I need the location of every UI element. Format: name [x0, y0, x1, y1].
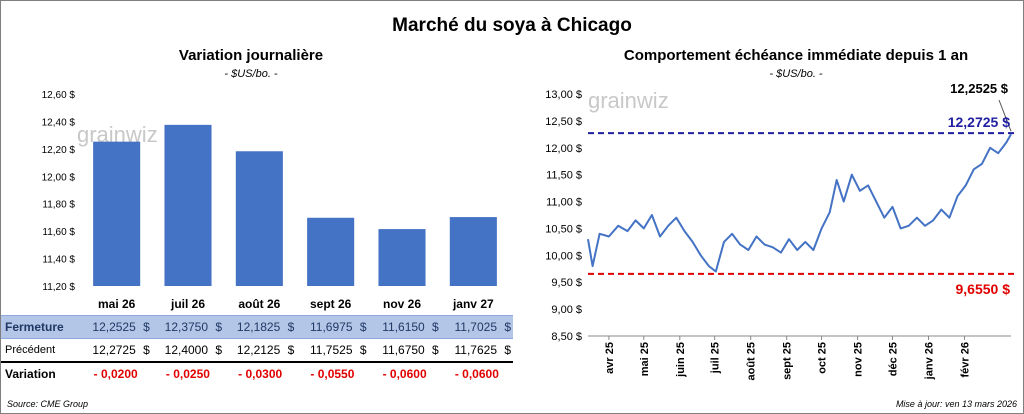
update-note: Mise à jour: ven 13 mars 2026	[895, 399, 1017, 409]
y-tick-label: 8,50 $	[551, 331, 582, 343]
variation-cell: - 0,0600	[382, 367, 427, 381]
x-tick-label: juin 25	[675, 342, 687, 378]
previous-row-label: Précédent	[1, 338, 80, 363]
x-tick-label: août 25	[746, 342, 758, 381]
x-tick-label: déc 25	[887, 342, 899, 376]
y-tick-label: 12,40 $	[42, 117, 76, 128]
y-tick-label: 11,60 $	[42, 227, 75, 238]
bar-chart-unit: - $US/bo. -	[224, 68, 278, 80]
x-tick-label: sept 26	[310, 297, 352, 311]
previous-cell: 11,7625	[454, 343, 498, 357]
previous-cell: 12,4000	[164, 343, 209, 357]
currency: $	[504, 320, 511, 334]
source-note: Source: CME Group	[7, 399, 89, 409]
bar	[449, 217, 497, 286]
bar	[235, 151, 283, 286]
y-tick-label: 12,00 $	[545, 143, 582, 155]
bar-chart-title: Variation journalière	[178, 47, 324, 64]
currency: $	[432, 343, 439, 357]
x-tick-label: nov 26	[383, 297, 421, 311]
y-tick-label: 13,00 $	[545, 89, 582, 101]
currency: $	[359, 343, 367, 357]
watermark: grainwiz	[588, 88, 669, 113]
price-line	[587, 133, 1012, 273]
x-tick-label: nov 25	[853, 342, 865, 377]
bar	[307, 217, 355, 286]
variation-cell: - 0,0200	[93, 367, 138, 381]
currency: $	[143, 343, 150, 357]
x-tick-label: avr 25	[604, 342, 616, 374]
y-tick-label: 11,00 $	[546, 197, 582, 209]
line-chart-title: Comportement échéance immédiate depuis 1…	[623, 47, 969, 64]
line-chart-unit: - $US/bo. -	[769, 68, 823, 80]
x-tick-label: juil 25	[710, 342, 722, 374]
currency: $	[215, 320, 223, 334]
x-tick-label: août 26	[238, 297, 280, 311]
min-value-label: 9,6550 $	[956, 281, 1011, 297]
close-cell: 11,6150	[382, 320, 425, 334]
variation-cell: - 0,0250	[165, 367, 210, 381]
currency: $	[287, 320, 295, 334]
variation-cell: - 0,0550	[310, 367, 355, 381]
y-tick-label: 11,80 $	[42, 200, 75, 211]
bar	[378, 229, 426, 286]
max-value-label: 12,2725 $	[948, 114, 1010, 130]
bar	[93, 141, 141, 286]
x-tick-label: févr 26	[960, 342, 972, 377]
x-tick-label: oct 25	[817, 342, 829, 374]
variation-cell: - 0,0300	[238, 367, 283, 381]
close-row-label: Fermeture	[1, 315, 80, 339]
previous-cell: 11,6750	[382, 343, 425, 357]
previous-cell: 12,2125	[236, 343, 281, 357]
variation-row-label: Variation	[5, 367, 56, 381]
previous-cell: 11,7525	[310, 343, 353, 357]
y-tick-label: 12,20 $	[42, 145, 76, 156]
variation-cell: - 0,0600	[454, 367, 499, 381]
x-tick-label: janv 27	[452, 297, 494, 311]
table-row-close: Fermeture 12,2525 $ 12,3750 $ 12,1825 $ 11,…	[1, 315, 513, 339]
line-chart: grainwiz 8,50 $ 9,00 $ 9,50 $ 10,00 $ 10,50 …	[545, 81, 1016, 381]
close-cell: 12,1825	[236, 320, 281, 334]
y-tick-label: 11,40 $	[42, 255, 75, 266]
currency: $	[143, 320, 150, 334]
last-value-label: 12,2525 $	[950, 81, 1009, 96]
close-cell: 11,7025	[454, 320, 498, 334]
last-value-leader	[998, 99, 1012, 132]
currency: $	[359, 320, 367, 334]
close-cell: 12,2525	[92, 320, 136, 334]
currency: $	[504, 343, 511, 357]
table-row-previous: Précédent 12,2725 $ 12,4000 $ 12,2125 $ 11,…	[1, 338, 513, 363]
close-cell: 11,6975	[310, 320, 353, 334]
y-tick-label: 12,00 $	[42, 172, 76, 183]
bar	[164, 124, 212, 286]
price-table: Fermeture 12,2525 $ 12,3750 $ 12,1825 $ 11,…	[1, 315, 513, 385]
close-cell: 12,3750	[164, 320, 209, 334]
previous-cell: 12,2725	[92, 343, 136, 357]
y-tick-label: 11,20 $	[42, 282, 75, 293]
x-tick-label: janv 26	[923, 342, 935, 380]
bar-chart: grainwiz 11,20 $11,40 $11,60 $11,80 $12,…	[42, 90, 497, 311]
currency: $	[215, 343, 223, 357]
table-row-variation: Variation - 0,0200 - 0,0250 - 0,0300 - 0…	[1, 362, 513, 385]
x-tick-label: mai 25	[639, 342, 651, 376]
y-tick-label: 10,50 $	[545, 223, 582, 235]
x-tick-label: juil 26	[170, 297, 205, 311]
y-tick-label: 12,50 $	[545, 116, 582, 128]
x-tick-label: mai 26	[98, 297, 136, 311]
y-tick-label: 11,50 $	[546, 170, 582, 182]
y-tick-label: 9,00 $	[551, 304, 582, 316]
x-tick-label: sept 25	[782, 342, 794, 380]
currency: $	[432, 320, 439, 334]
y-tick-label: 10,00 $	[545, 250, 582, 262]
page-title: Marché du soya à Chicago	[392, 15, 632, 36]
y-tick-label: 12,60 $	[42, 90, 76, 101]
currency: $	[287, 343, 295, 357]
y-tick-label: 9,50 $	[551, 277, 582, 289]
